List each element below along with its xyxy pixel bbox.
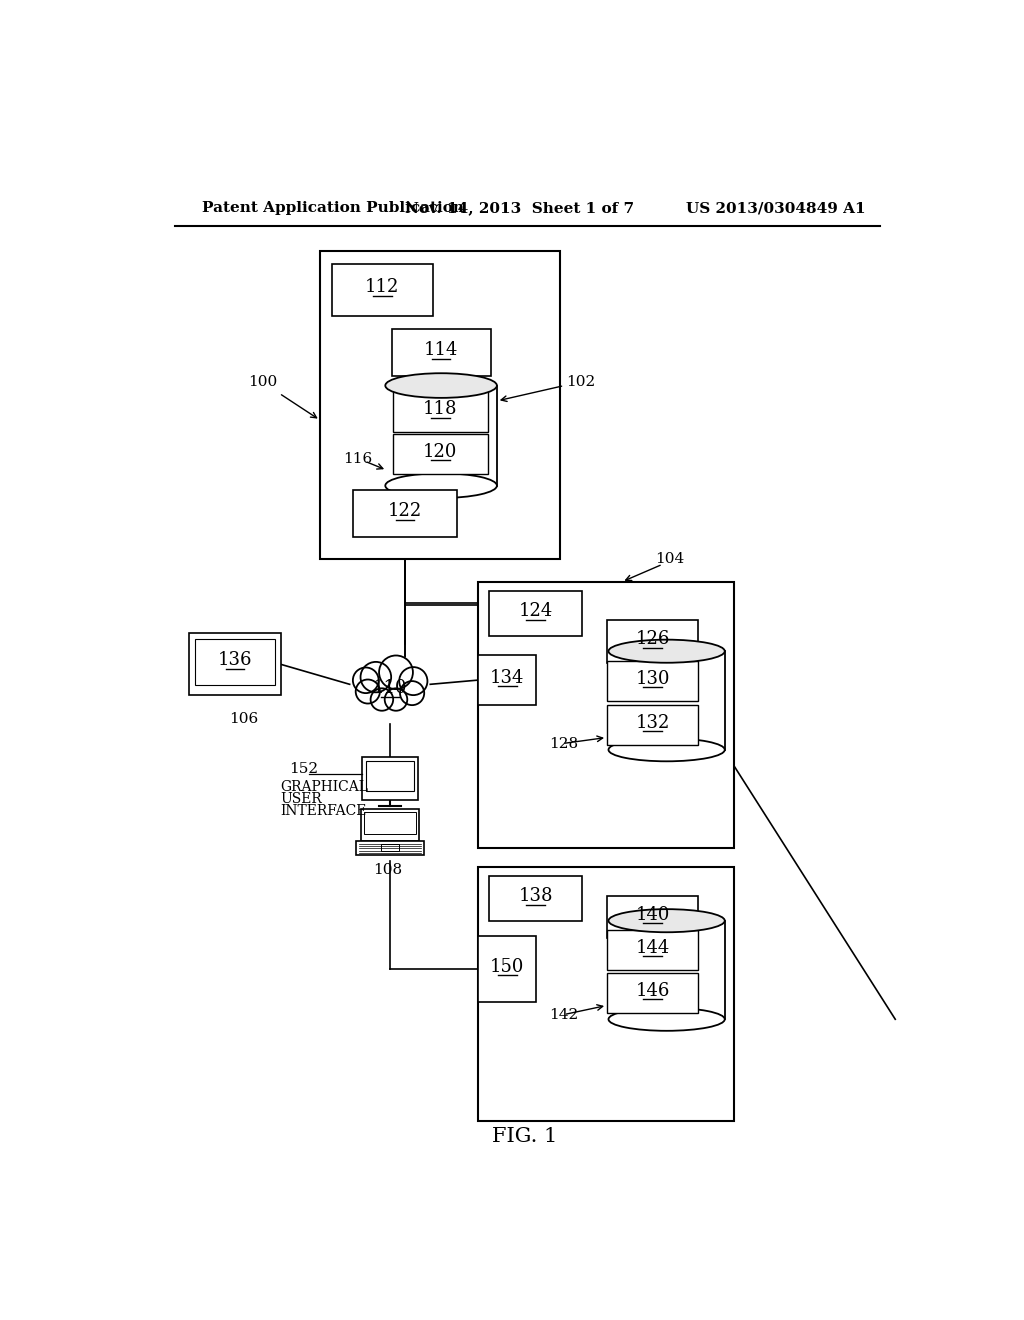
Text: 130: 130 [636, 671, 670, 688]
Text: 152: 152 [289, 762, 318, 776]
Text: 132: 132 [636, 714, 670, 731]
Text: INTERFACE: INTERFACE [280, 804, 367, 818]
Text: 144: 144 [636, 939, 670, 957]
Circle shape [399, 667, 427, 696]
Text: 110: 110 [373, 680, 408, 697]
Bar [365, 812, 416, 834]
Bar [332, 264, 432, 317]
Text: 150: 150 [490, 957, 524, 975]
Bar [608, 651, 725, 750]
Bar [478, 867, 734, 1121]
Bar [607, 705, 698, 744]
Bar [478, 936, 537, 1002]
Text: GRAPHICAL: GRAPHICAL [280, 780, 368, 793]
Bar [366, 760, 414, 791]
Text: FIG. 1: FIG. 1 [493, 1127, 557, 1146]
Text: 128: 128 [549, 737, 578, 751]
Text: US 2013/0304849 A1: US 2013/0304849 A1 [686, 202, 865, 215]
Bar [607, 973, 698, 1014]
Bar [195, 639, 275, 685]
Text: 120: 120 [423, 442, 458, 461]
Text: 102: 102 [566, 375, 595, 388]
Text: 134: 134 [490, 669, 524, 686]
Text: 140: 140 [636, 906, 670, 924]
Bar [607, 929, 698, 970]
Ellipse shape [608, 640, 725, 663]
Bar [360, 809, 420, 841]
Text: 108: 108 [373, 863, 402, 876]
Bar [189, 634, 281, 696]
Ellipse shape [608, 738, 725, 762]
Bar [489, 876, 583, 921]
Circle shape [385, 688, 408, 710]
Text: 122: 122 [388, 502, 422, 520]
Text: 142: 142 [549, 1007, 579, 1022]
Text: 126: 126 [636, 630, 670, 648]
Text: 100: 100 [248, 375, 278, 388]
Ellipse shape [385, 374, 497, 397]
Circle shape [379, 656, 413, 689]
Bar [478, 655, 537, 705]
Bar [393, 391, 487, 432]
Circle shape [400, 681, 424, 705]
Text: Patent Application Publication: Patent Application Publication [202, 202, 464, 215]
Text: 136: 136 [218, 652, 252, 669]
Text: 124: 124 [518, 602, 553, 620]
Text: 116: 116 [343, 451, 373, 466]
Circle shape [360, 661, 391, 692]
Text: Nov. 14, 2013  Sheet 1 of 7: Nov. 14, 2013 Sheet 1 of 7 [406, 202, 635, 215]
Text: 114: 114 [424, 341, 459, 359]
Ellipse shape [608, 909, 725, 932]
Text: 118: 118 [423, 400, 458, 418]
Circle shape [371, 688, 393, 710]
Circle shape [353, 668, 379, 693]
Ellipse shape [385, 474, 497, 498]
Text: 106: 106 [228, 711, 258, 726]
Bar [607, 661, 698, 701]
Text: 138: 138 [518, 887, 553, 906]
Bar [385, 385, 497, 486]
Bar [321, 251, 560, 558]
Bar [391, 330, 490, 376]
Text: 112: 112 [365, 279, 399, 296]
Bar [362, 758, 418, 800]
Text: 104: 104 [655, 552, 684, 566]
Bar [607, 620, 698, 663]
Bar [489, 591, 583, 636]
Ellipse shape [608, 1007, 725, 1031]
Text: USER: USER [280, 792, 322, 807]
Bar [607, 896, 698, 939]
Bar [381, 845, 399, 851]
Bar [352, 490, 458, 537]
Bar [608, 921, 725, 1019]
Circle shape [355, 680, 380, 704]
Bar [356, 841, 424, 855]
Text: 146: 146 [636, 982, 670, 999]
Bar [393, 434, 487, 474]
Bar [478, 582, 734, 847]
